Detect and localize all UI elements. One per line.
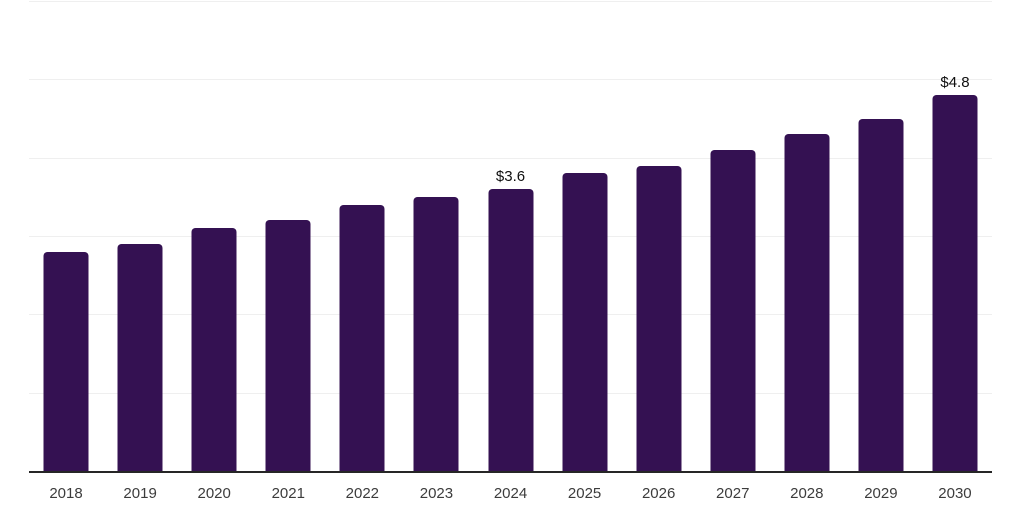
value-label-2024: $3.6 bbox=[495, 168, 526, 185]
bar-2021 bbox=[265, 220, 311, 471]
bar-2023 bbox=[413, 196, 459, 471]
bar-slot bbox=[103, 1, 177, 471]
x-tick-label-2029: 2029 bbox=[864, 485, 898, 502]
bar-slot bbox=[325, 1, 399, 471]
bar-2022 bbox=[339, 204, 385, 471]
x-tick-label-2030: 2030 bbox=[938, 485, 972, 502]
x-tick-label-2024: 2024 bbox=[493, 485, 528, 502]
bar-slot: $4.8 bbox=[918, 1, 992, 471]
bar-slot bbox=[177, 1, 251, 471]
x-tick-label-2022: 2022 bbox=[345, 485, 380, 502]
bar-2030 bbox=[932, 95, 978, 471]
bar-slot bbox=[622, 1, 696, 471]
x-tick-label-2026: 2026 bbox=[641, 485, 676, 502]
bar-2029 bbox=[858, 118, 904, 471]
x-tick-label-2020: 2020 bbox=[197, 485, 231, 502]
bar-slot bbox=[770, 1, 844, 471]
bar-2018 bbox=[43, 251, 89, 471]
bar-slot bbox=[29, 1, 103, 471]
x-axis-tick-labels: 2018 2019 2020 2021 2022 2023 2024 2025 2026 2027… bbox=[29, 485, 992, 503]
gridline bbox=[29, 1, 992, 2]
bar-2028 bbox=[784, 134, 830, 471]
x-tick-label-2023: 2023 bbox=[419, 485, 454, 502]
bar-2026 bbox=[636, 165, 682, 471]
x-tick-label-2019: 2019 bbox=[123, 485, 157, 502]
x-tick-label-2028: 2028 bbox=[790, 485, 824, 502]
bar-2020 bbox=[191, 228, 237, 471]
x-tick-label-2025: 2025 bbox=[567, 485, 602, 502]
bar-2025 bbox=[562, 173, 608, 471]
plot-area: $3.6 $4.8 bbox=[29, 1, 992, 471]
x-axis-line bbox=[29, 471, 992, 473]
bar-slot bbox=[548, 1, 622, 471]
bar-2024 bbox=[488, 189, 533, 471]
x-tick-label-2018: 2018 bbox=[49, 485, 83, 502]
bar-2027 bbox=[710, 149, 756, 471]
bar-slot bbox=[844, 1, 918, 471]
bar-slot: $3.6 bbox=[473, 1, 547, 471]
bar-slot bbox=[399, 1, 473, 471]
x-tick-label-2027: 2027 bbox=[716, 485, 750, 502]
value-label-2030: $4.8 bbox=[940, 74, 970, 91]
x-tick-label-2021: 2021 bbox=[271, 485, 305, 502]
gridline bbox=[29, 79, 992, 81]
bar-slot bbox=[251, 1, 325, 471]
bar-slots: $3.6 $4.8 bbox=[29, 1, 992, 471]
bar-2019 bbox=[117, 243, 163, 471]
gridline bbox=[29, 157, 992, 159]
bar-slot bbox=[696, 1, 770, 471]
